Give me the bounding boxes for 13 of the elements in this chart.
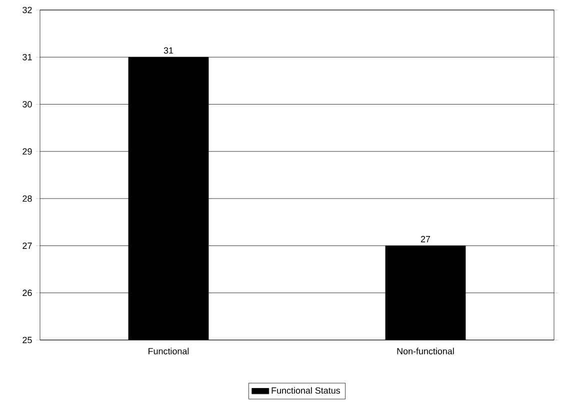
x-tick-label: Functional — [148, 348, 189, 354]
y-tick-label: 30 — [22, 101, 32, 108]
data-label: 27 — [420, 236, 430, 242]
y-tick-label: 29 — [22, 148, 32, 155]
y-tick-label: 31 — [22, 54, 32, 60]
data-label: 31 — [164, 47, 174, 54]
legend-label: Functional Status — [272, 387, 340, 394]
x-tick-label: Non-functional — [397, 348, 454, 354]
y-tick-label: 25 — [22, 336, 32, 344]
y-tick-label: 26 — [22, 290, 32, 296]
y-tick-label: 32 — [22, 6, 32, 14]
y-tick-label: 28 — [22, 195, 32, 202]
y-tick-label: 27 — [22, 242, 32, 249]
